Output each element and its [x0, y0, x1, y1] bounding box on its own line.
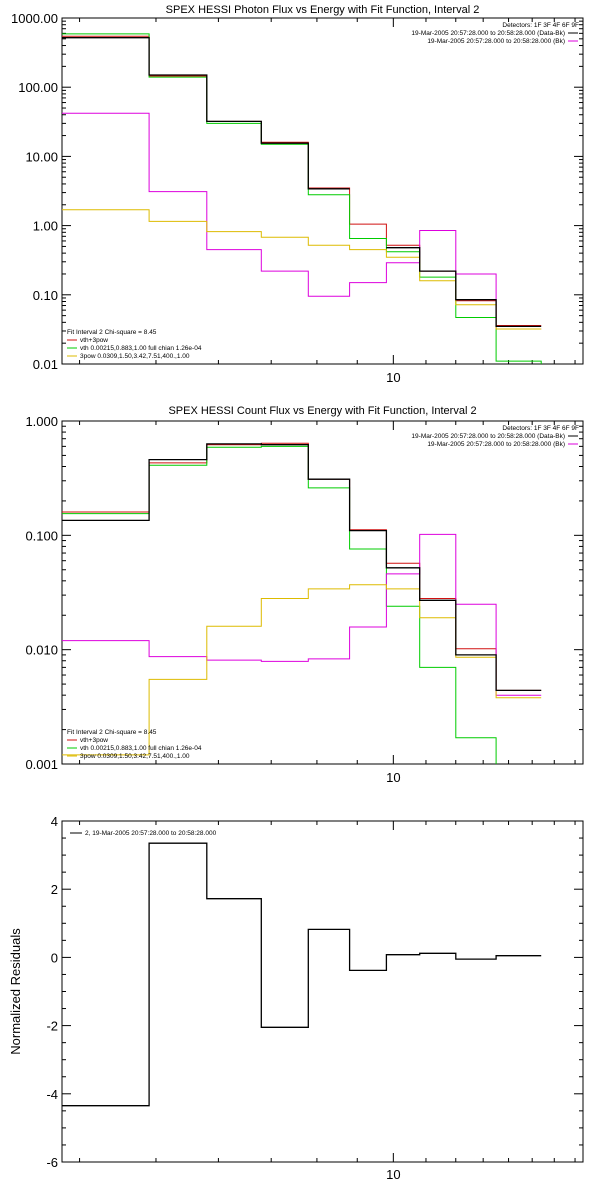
plot-frame [61, 17, 584, 365]
x-tick-label: 10 [386, 1167, 400, 1182]
series-line-1 [62, 442, 542, 691]
legend-interval-text: 19-Mar-2005 20:57:28.000 to 20:58:28.000… [411, 433, 565, 440]
fit-legend-text: vth 0.00215,0.883,1.00 full chian 1.26e-… [80, 345, 202, 352]
legend-interval-text: 19-Mar-2005 20:57:28.000 to 20:58:28.000… [427, 38, 565, 45]
y-axis-label: Normalized Residuals [8, 928, 23, 1055]
series-line-1 [62, 35, 542, 326]
y-tick-label: 100.00 [18, 80, 58, 95]
residual-legend-text: 2, 19-Mar-2005 20:57:28.000 to 20:58:28.… [85, 830, 217, 837]
y-tick-label: 1.00 [33, 219, 58, 234]
y-tick-label: 1.000 [25, 414, 58, 429]
y-tick-label: 0.10 [33, 288, 58, 303]
series-line-2 [62, 445, 497, 764]
series-line-3 [62, 112, 542, 330]
legend-detectors: Detectors: 1F 3F 4F 6F 9F [502, 22, 579, 29]
y-tick-label: -2 [46, 1019, 58, 1034]
series-line-3 [62, 533, 542, 696]
chart-title: SPEX HESSI Count Flux vs Energy with Fit… [168, 405, 476, 417]
y-tick-label: 0 [51, 950, 58, 965]
series-line-4 [62, 209, 542, 330]
fit-legend-text: 3pow 0.0309,1.50,3.42,7.51,400.,1.00 [80, 753, 190, 760]
series-line-0 [62, 37, 542, 328]
count-flux-chart: SPEX HESSI Count Flux vs Energy with Fit… [25, 405, 584, 785]
y-tick-label: 0.100 [25, 528, 58, 543]
chart-title: SPEX HESSI Photon Flux vs Energy with Fi… [166, 4, 480, 16]
y-tick-label: 0.010 [25, 643, 58, 658]
fit-legend-text: vth+3pow [80, 337, 108, 344]
y-tick-label: 2 [51, 882, 58, 897]
fit-legend-header: Fit Interval 2 Chi-square = 8.45 [67, 329, 157, 336]
legend-interval-text: 19-Mar-2005 20:57:28.000 to 20:58:28.000… [411, 30, 565, 37]
fit-legend-text: 3pow 0.0309,1.50,3.42,7.51,400.,1.00 [80, 353, 190, 360]
legend-interval-text: 19-Mar-2005 20:57:28.000 to 20:58:28.000… [427, 441, 565, 448]
series-line-0 [62, 443, 542, 692]
photon-flux-chart: SPEX HESSI Photon Flux vs Energy with Fi… [11, 4, 584, 385]
fit-legend-header: Fit Interval 2 Chi-square = 8.45 [67, 729, 157, 736]
y-tick-label: -4 [46, 1087, 58, 1102]
y-tick-label: 1000.00 [11, 11, 58, 26]
y-tick-label: -6 [46, 1155, 58, 1170]
fit-legend-text: vth+3pow [80, 737, 108, 744]
y-tick-label: 0.01 [33, 357, 58, 372]
y-tick-label: 0.001 [25, 757, 58, 772]
x-tick-label: 10 [386, 770, 400, 785]
series-line-0 [62, 842, 542, 1107]
residuals-chart: 4 2 0 -2 -4 -6 10 Normalized Residuals 2, 19-Mar… [8, 814, 584, 1182]
x-tick-label: 10 [386, 370, 400, 385]
fit-legend-text: vth 0.00215,0.883,1.00 full chian 1.26e-… [80, 745, 202, 752]
legend-detectors: Detectors: 1F 3F 4F 6F 9F [502, 425, 579, 432]
plot-frame [61, 420, 584, 765]
plot-frame [61, 820, 584, 1163]
y-tick-label: 4 [51, 814, 58, 829]
y-tick-label: 10.00 [25, 149, 58, 164]
